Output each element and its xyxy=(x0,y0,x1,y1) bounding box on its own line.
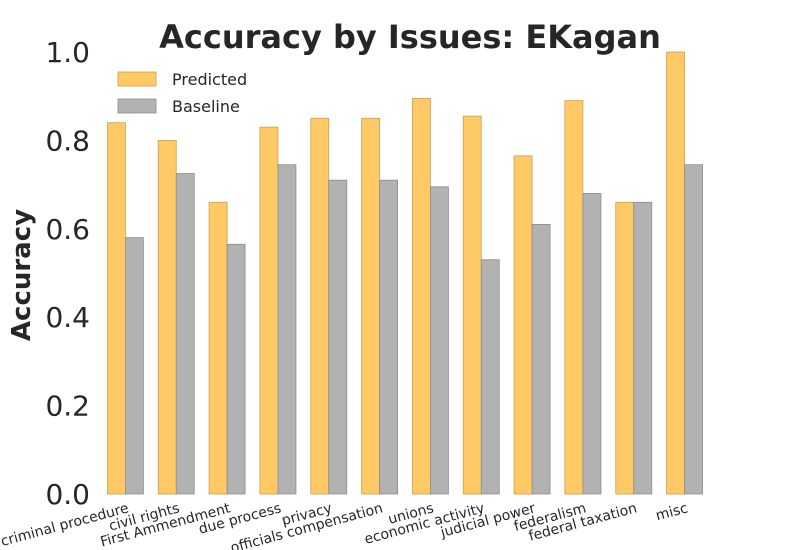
bar-baseline xyxy=(684,164,703,495)
y-tick-label: 0.6 xyxy=(45,213,90,246)
bar-predicted xyxy=(666,51,685,495)
bar-baseline xyxy=(582,193,602,495)
bar-predicted xyxy=(157,139,177,495)
bar-predicted xyxy=(107,122,126,495)
bar-predicted xyxy=(361,117,380,495)
bar-baseline xyxy=(531,223,551,495)
bar-baseline xyxy=(633,201,653,495)
legend: Predicted Baseline xyxy=(117,70,247,116)
bar-baseline xyxy=(277,164,297,495)
y-tick-label: 1.0 xyxy=(45,36,90,69)
legend-swatch-predicted xyxy=(117,71,157,87)
bar-baseline xyxy=(480,259,500,495)
y-axis-label: Accuracy xyxy=(7,209,37,341)
y-tick-label: 0.2 xyxy=(45,390,90,423)
bar-predicted xyxy=(310,117,330,495)
legend-label-predicted: Predicted xyxy=(172,70,247,89)
legend-label-baseline: Baseline xyxy=(172,97,240,116)
bar-predicted xyxy=(513,155,533,495)
bar-baseline xyxy=(125,237,144,495)
bar-predicted xyxy=(462,115,482,495)
bar-predicted xyxy=(564,100,584,495)
x-tick-label: misc xyxy=(654,500,690,524)
bar-predicted xyxy=(615,201,635,495)
bar-predicted xyxy=(259,126,279,495)
series-predicted xyxy=(107,51,685,495)
bar-baseline xyxy=(379,179,398,495)
bar-predicted xyxy=(412,98,431,495)
y-tick-label: 0.8 xyxy=(45,124,90,157)
bar-baseline xyxy=(226,243,246,495)
series-baseline xyxy=(125,164,703,495)
y-tick-label: 0.4 xyxy=(45,301,90,334)
y-axis-ticks: 0.0 0.2 0.4 0.6 0.8 1.0 xyxy=(45,36,90,511)
bar-predicted xyxy=(208,201,228,495)
legend-swatch-baseline xyxy=(117,98,157,114)
chart-title: Accuracy by Issues: EKagan xyxy=(159,18,661,56)
bar-series-group xyxy=(107,51,703,495)
bar-baseline xyxy=(175,173,195,495)
bar-baseline xyxy=(328,179,348,495)
y-tick-label: 0.0 xyxy=(45,478,90,511)
bar-baseline xyxy=(430,186,449,495)
